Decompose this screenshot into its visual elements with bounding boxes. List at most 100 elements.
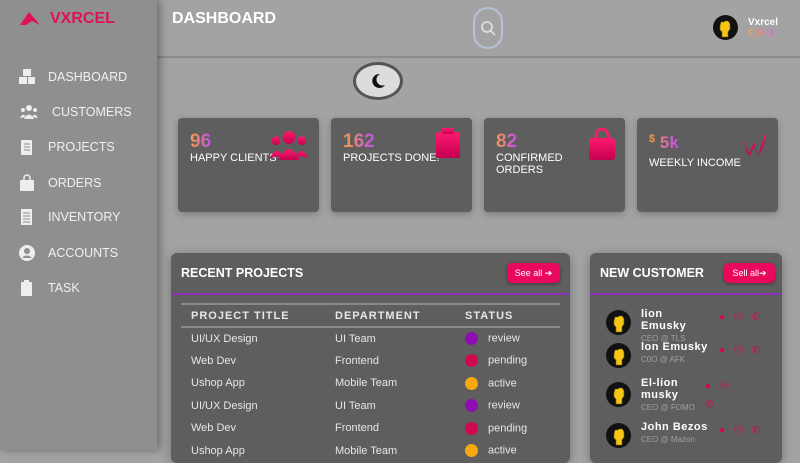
project-department: Frontend (335, 354, 380, 367)
stat-amount: 5k (659, 133, 679, 152)
shopping-bag-icon (20, 174, 34, 191)
search-icon (481, 21, 496, 36)
stat-card-weekly-income: $ 5k WEEKLY INCOME (637, 118, 778, 212)
phone-icon[interactable]: ✆ (705, 399, 714, 410)
stat-value: $ 5k (649, 133, 679, 153)
column-header: DEPARTMENT (325, 303, 455, 328)
stat-value: 162 (343, 131, 375, 152)
status-dot (465, 332, 478, 346)
sidebar-item-label: ACCOUNTS (48, 246, 119, 260)
table-row[interactable]: Ushop App Mobile Team active (181, 440, 560, 463)
new-customer-panel: NEW CUSTOMER Sell all ➔ lion Emusky CEO @ … (590, 253, 782, 463)
profile-icon[interactable]: ● (719, 312, 726, 323)
project-department: UI Team (335, 332, 376, 345)
sidebar-item-orders[interactable]: ORDERS (18, 173, 101, 193)
status-dot (465, 399, 478, 413)
sidebar-item-label: DASHBOARD (48, 70, 128, 84)
user-circle-icon (19, 245, 35, 261)
fist-icon (609, 385, 629, 405)
stat-label: HAPPY CLIENTS (190, 152, 277, 164)
divider (171, 293, 570, 295)
users-icon (269, 131, 309, 160)
table-row[interactable]: Ushop App Mobile Team active (181, 372, 560, 395)
stat-label: CONFIRMED ORDERS (496, 152, 563, 176)
customer-item[interactable]: John Bezos CEO @ Mazon ● 💬︎ ✆ (606, 421, 760, 448)
fist-icon (609, 426, 629, 446)
arrow-right-icon: ➔ (758, 267, 767, 278)
profile-icon[interactable]: ● (719, 345, 726, 356)
table-row[interactable]: Web Dev Frontend pending (181, 417, 560, 440)
message-icon[interactable]: 💬︎ (732, 425, 745, 436)
status-label: active (488, 444, 517, 457)
sidebar-item-label: ORDERS (48, 176, 102, 190)
arrow-right-icon: ➔ (542, 267, 553, 278)
status-label: review (488, 399, 520, 412)
search-button[interactable] (473, 7, 503, 49)
phone-icon[interactable]: ✆ (751, 425, 761, 436)
customer-name: El-lion musky (641, 377, 679, 401)
phone-icon[interactable]: ✆ (751, 345, 761, 356)
project-department: Mobile Team (335, 444, 398, 457)
column-header: STATUS (455, 303, 560, 328)
see-all-button[interactable]: See all ➔ (507, 263, 560, 283)
stat-label: PROJECTS DONE! (343, 152, 440, 164)
message-icon[interactable]: 💬︎ (732, 345, 745, 356)
status-label: review (488, 332, 520, 345)
user-role: CEO (748, 28, 778, 39)
divider (590, 293, 782, 295)
sidebar-item-label: TASK (48, 281, 80, 295)
top-bar: DASHBOARD Vxrcel CEO (157, 0, 800, 58)
sidebar-item-label: INVENTORY (48, 210, 121, 224)
fist-icon (715, 18, 735, 38)
sidebar-item-customers[interactable]: CUSTOMERS (18, 102, 132, 122)
sidebar: VXRCEL DASHBOARD CUSTOMERS PROJECTS ORDE… (0, 0, 157, 450)
page-title: DASHBOARD (172, 10, 276, 27)
clipboard-list-icon (21, 140, 32, 155)
brand-logo[interactable]: VXRCEL (20, 10, 115, 28)
project-department: Mobile Team (335, 377, 398, 390)
customer-role: C0O @ AFK (641, 355, 686, 364)
message-icon[interactable]: 💬︎ (718, 381, 731, 392)
project-status: review (455, 327, 560, 350)
customer-item[interactable]: lion Emusky CEO @ TLS ● 💬︎ ✆ (606, 308, 760, 343)
status-dot (465, 354, 478, 368)
table-row[interactable]: UI/UX Design UI Team review (181, 395, 560, 418)
project-title: Web Dev (191, 422, 237, 435)
sell-all-button[interactable]: Sell all ➔ (724, 263, 775, 283)
customer-item[interactable]: lon Emusky C0O @ AFK ● 💬︎ ✆ (606, 341, 760, 368)
project-department: Frontend (335, 422, 380, 435)
message-icon[interactable]: 💬︎ (732, 312, 745, 323)
sidebar-item-accounts[interactable]: ACCOUNTS (18, 243, 118, 263)
sidebar-item-task[interactable]: TASK (18, 278, 80, 298)
table-row[interactable]: UI/UX Design UI Team review (181, 327, 560, 350)
table-row[interactable]: Web Dev Frontend pending (181, 350, 560, 373)
theme-toggle[interactable] (353, 62, 403, 100)
status-label: pending (488, 422, 528, 435)
sidebar-item-projects[interactable]: PROJECTS (18, 137, 115, 157)
fist-icon (609, 313, 629, 333)
receipt-icon (21, 209, 32, 225)
status-label: active (488, 377, 517, 390)
customer-name: John Bezos (641, 421, 708, 433)
user-profile[interactable]: Vxrcel CEO (712, 15, 778, 40)
sidebar-item-dashboard[interactable]: DASHBOARD (18, 67, 127, 87)
project-status: active (455, 372, 560, 395)
profile-icon[interactable]: ● (719, 425, 726, 436)
project-title: UI/UX Design (191, 399, 258, 412)
user-name: Vxrcel (747, 16, 778, 28)
sidebar-item-inventory[interactable]: INVENTORY (18, 207, 120, 227)
profile-icon[interactable]: ● (705, 381, 712, 392)
customer-name: lon Emusky (641, 341, 708, 353)
stat-value: 96 (190, 131, 212, 152)
phone-icon[interactable]: ✆ (751, 312, 761, 323)
project-title: Web Dev (191, 354, 237, 367)
logo-icon (20, 12, 40, 25)
shopping-bag-icon (589, 128, 615, 160)
customer-role: CEO @ TLS (641, 334, 686, 343)
customer-item[interactable]: El-lion musky CEO @ FOMO ● 💬︎ ✆ (606, 377, 741, 412)
project-title: Ushop App (191, 444, 245, 457)
fist-icon (609, 346, 629, 366)
avatar (712, 15, 738, 40)
avatar (606, 310, 631, 335)
projects-table: PROJECT TITLE DEPARTMENT STATUS UI/UX De… (181, 303, 560, 462)
